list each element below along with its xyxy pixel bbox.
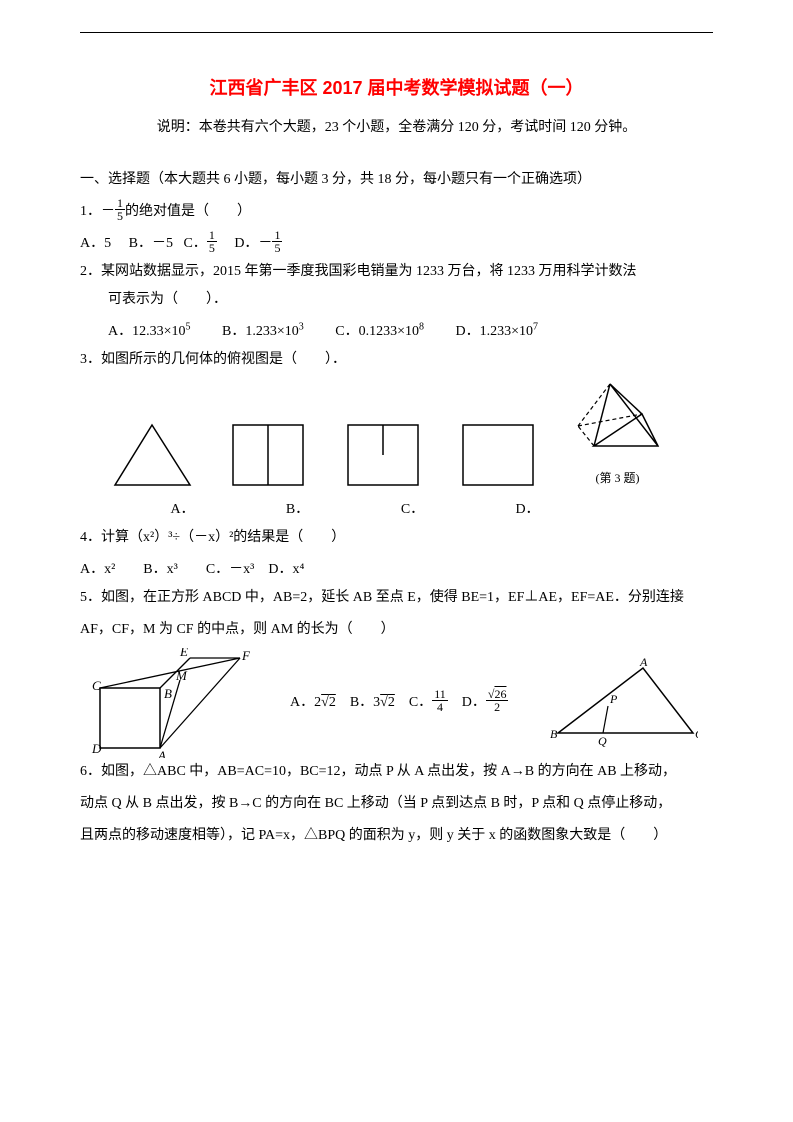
question-6-stem-1: 6．如图，△ABC 中，AB=AC=10，BC=12，动点 P 从 A 点出发，… bbox=[80, 758, 713, 786]
svg-text:E: E bbox=[179, 648, 188, 659]
q3-opt-b: B． bbox=[255, 496, 340, 524]
q2-b-exp: 3 bbox=[299, 321, 304, 332]
q5-a-sqrt: √2 bbox=[321, 695, 336, 710]
exam-title: 江西省广丰区 2017 届中考数学模拟试题（一） bbox=[80, 70, 713, 106]
q2-stem-2: 可表示为（ ）． bbox=[80, 286, 713, 314]
q5-figure-row: C D A B E F M A．2√2 B．3√2 C．114 D．√262 A… bbox=[80, 648, 713, 758]
triangle-icon bbox=[110, 420, 195, 490]
q1-options: A．5 B．－5 C．15 D．－15 bbox=[80, 230, 713, 258]
split-square-icon bbox=[225, 420, 310, 490]
q5-figure: C D A B E F M bbox=[80, 648, 250, 758]
question-4-stem: 4．计算（x²）³÷（－x）²的结果是（ ） bbox=[80, 524, 713, 552]
q3-opt-a: A． bbox=[140, 496, 225, 524]
q3-caption: (第 3 题) bbox=[570, 466, 665, 490]
q5-options: A．2√2 B．3√2 C．114 D．√262 bbox=[290, 689, 508, 717]
svg-text:M: M bbox=[175, 668, 188, 683]
q5-d-pre: D． bbox=[462, 695, 486, 710]
q3-opt-d: D． bbox=[485, 496, 570, 524]
svg-text:B: B bbox=[550, 727, 558, 741]
square-icon bbox=[455, 420, 540, 490]
svg-text:C: C bbox=[92, 678, 101, 693]
q2-opt-d: D．1.233×10 bbox=[455, 324, 533, 339]
q1-stem-suffix: 的绝对值是（ ） bbox=[125, 204, 251, 219]
svg-text:F: F bbox=[241, 648, 250, 663]
svg-text:C: C bbox=[695, 727, 698, 741]
frac-c: 15 bbox=[207, 229, 217, 254]
q2-opt-c: C．0.1233×10 bbox=[335, 324, 419, 339]
q3-opt-c: C． bbox=[370, 496, 455, 524]
q3-option-labels: A． B． C． D． bbox=[140, 496, 713, 524]
svg-text:A: A bbox=[157, 748, 166, 758]
svg-text:P: P bbox=[609, 692, 618, 706]
svg-text:D: D bbox=[91, 741, 102, 756]
q3-solid: (第 3 题) bbox=[570, 380, 665, 490]
q4-options: A．x² B．x³ C．－x³ D．x⁴ bbox=[80, 556, 713, 584]
question-6-stem-3: 且两点的移动速度相等），记 PA=x，△BPQ 的面积为 y，则 y 关于 x … bbox=[80, 822, 713, 850]
svg-text:Q: Q bbox=[598, 734, 607, 748]
page-top-rule bbox=[80, 32, 713, 33]
q3-shapes-row: (第 3 题) bbox=[110, 380, 713, 490]
question-5-stem-1: 5．如图，在正方形 ABCD 中，AB=2，延长 AB 至点 E，使得 BE=1… bbox=[80, 584, 713, 612]
q1-opt-a: A．5 bbox=[80, 236, 111, 251]
section-1-heading: 一、选择题（本大题共 6 小题，每小题 3 分，共 18 分，每小题只有一个正确… bbox=[80, 166, 713, 194]
q2-opt-b: B．1.233×10 bbox=[222, 324, 299, 339]
q2-opt-a: A．12.33×10 bbox=[108, 324, 186, 339]
question-3-stem: 3．如图所示的几何体的俯视图是（ ）． bbox=[80, 346, 713, 374]
q5-c-pre: C． bbox=[409, 695, 432, 710]
q5-b-pre: B．3 bbox=[350, 695, 380, 710]
q5-b-sqrt: √2 bbox=[380, 695, 395, 710]
question-6-stem-2: 动点 Q 从 B 点出发，按 B→C 的方向在 BC 上移动（当 P 点到达点 … bbox=[80, 790, 713, 818]
svg-text:B: B bbox=[164, 686, 172, 701]
q5-d-frac: √262 bbox=[486, 688, 509, 713]
q2-c-exp: 8 bbox=[419, 321, 424, 332]
q2-stem-1: 2．某网站数据显示，2015 年第一季度我国彩电销量为 1233 万台，将 12… bbox=[80, 258, 713, 286]
half-split-square-icon bbox=[340, 420, 425, 490]
q2-d-exp: 7 bbox=[533, 321, 538, 332]
question-5-stem-2: AF，CF，M 为 CF 的中点，则 AM 的长为（ ） bbox=[80, 616, 713, 644]
q6-figure: A B C P Q bbox=[548, 658, 698, 748]
question-1: 1．－15的绝对值是（ ） bbox=[80, 198, 713, 226]
q1-stem-prefix: 1．－ bbox=[80, 204, 115, 219]
frac-d: 15 bbox=[272, 229, 282, 254]
q2-options: A．12.33×105 B．1.233×103 C．0.1233×108 D．1… bbox=[80, 318, 713, 346]
q5-a-pre: A．2 bbox=[290, 695, 321, 710]
q1-opt-b: B．－5 bbox=[129, 236, 173, 251]
exam-subtitle: 说明：本卷共有六个大题，23 个小题，全卷满分 120 分，考试时间 120 分… bbox=[80, 114, 713, 142]
q1-opt-d-pre: D．－ bbox=[234, 236, 272, 251]
question-2: 2．某网站数据显示，2015 年第一季度我国彩电销量为 1233 万台，将 12… bbox=[80, 258, 713, 314]
q1-opt-c-pre: C． bbox=[183, 236, 206, 251]
q2-a-exp: 5 bbox=[186, 321, 191, 332]
q5-c-frac: 114 bbox=[432, 688, 448, 713]
frac-1-5: 15 bbox=[115, 197, 125, 222]
svg-text:A: A bbox=[639, 658, 648, 669]
